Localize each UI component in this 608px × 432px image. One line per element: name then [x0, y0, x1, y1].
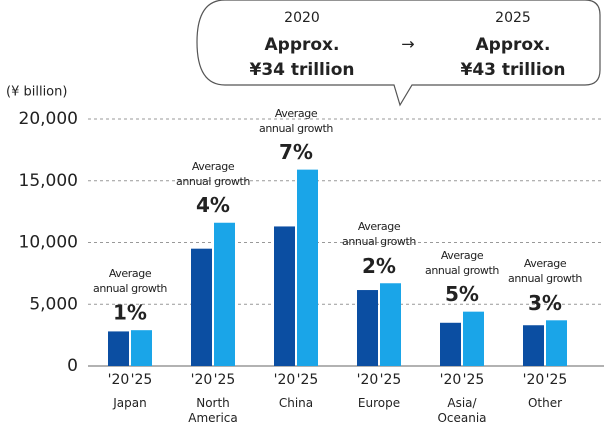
bar [546, 320, 567, 366]
x-tick-label: Europe [357, 396, 401, 410]
x-tick-label: Japan [113, 396, 147, 410]
bar [440, 322, 461, 366]
growth-value: 5% [445, 282, 479, 306]
bar [214, 222, 235, 366]
callout-year: 2025 [495, 10, 531, 26]
bar [523, 325, 544, 366]
callout-year: 2020 [284, 10, 320, 26]
bar [357, 290, 378, 366]
y-tick-label: 5,000 [29, 294, 78, 314]
y-tick-label: 20,000 [19, 109, 78, 129]
growth-value: 3% [528, 291, 562, 315]
series-label: '25 [546, 372, 568, 388]
series-label: '20 [357, 372, 379, 388]
growth-label: Average annual growth [424, 248, 500, 277]
callout-value: ¥34 trillion [249, 60, 354, 80]
y-tick-label: 10,000 [19, 233, 78, 253]
series-label: '25 [214, 372, 236, 388]
callout-bubble [196, 0, 601, 107]
bar [380, 283, 401, 366]
growth-value: 2% [362, 254, 396, 278]
x-tick-label: Other [527, 396, 563, 410]
growth-label: Average annual growth [258, 106, 334, 135]
growth-label: Average annual growth [341, 220, 417, 249]
growth-value: 4% [196, 193, 230, 217]
unit-label: (¥ billion) [6, 85, 67, 100]
series-label: '20 [440, 372, 462, 388]
growth-value: 7% [279, 140, 313, 164]
x-tick-label: North America [188, 396, 238, 425]
callout-arrow: → [401, 35, 414, 54]
series-label: '20 [523, 372, 545, 388]
series-label: '25 [297, 372, 319, 388]
x-tick-label: Asia/ Oceania [437, 396, 487, 425]
callout-prefix: Approx. [265, 35, 340, 55]
y-tick-label: 15,000 [19, 171, 78, 191]
series-label: '20 [274, 372, 296, 388]
y-tick-label: 0 [67, 356, 78, 376]
bar [274, 226, 295, 366]
growth-label: Average annual growth [175, 159, 251, 188]
bar [108, 331, 129, 366]
x-tick-label: China [278, 396, 314, 410]
bar [463, 311, 484, 366]
series-label: '25 [463, 372, 485, 388]
callout-value: ¥43 trillion [460, 60, 565, 80]
series-label: '25 [131, 372, 153, 388]
series-label: '25 [380, 372, 402, 388]
growth-label: Average annual growth [507, 257, 583, 286]
growth-value: 1% [113, 301, 147, 325]
bar [191, 248, 212, 366]
series-label: '20 [191, 372, 213, 388]
bar [297, 169, 318, 366]
series-label: '20 [108, 372, 130, 388]
bar [131, 330, 152, 366]
callout-prefix: Approx. [476, 35, 551, 55]
growth-label: Average annual growth [92, 267, 168, 296]
